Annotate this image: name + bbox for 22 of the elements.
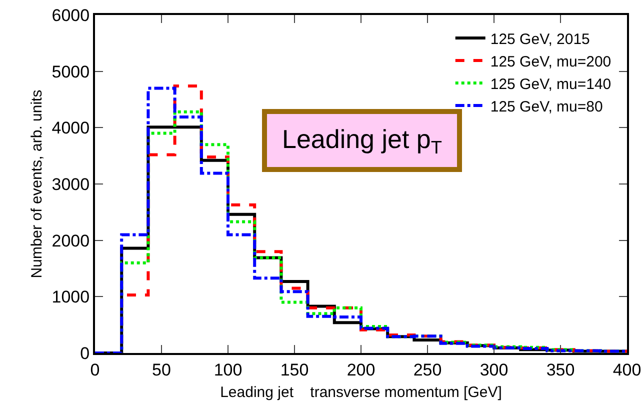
x-tick-label: 100: [214, 360, 242, 380]
x-tick-label: 50: [152, 360, 171, 380]
legend-label: 125 GeV, mu=200: [490, 53, 612, 70]
y-tick-label: 0: [80, 344, 90, 363]
y-tick-label: 2000: [52, 231, 90, 250]
y-axis-title: Number of events, arb. units: [28, 90, 46, 278]
x-tick-label: 350: [546, 360, 575, 380]
annotation: Leading jet p$_{T}$: [282, 124, 442, 158]
legend-label: 125 GeV, 2015: [490, 30, 590, 48]
y-tick-label: 5000: [52, 62, 90, 82]
y-tick-label: 6000: [52, 6, 90, 25]
x-tick-label: 300: [480, 360, 508, 380]
x-tick-label: 200: [346, 360, 376, 380]
x-axis-title: Leading jet transverse momentum [GeV]: [220, 384, 502, 401]
x-tick-label: 150: [280, 360, 309, 380]
x-tick-label: 400: [612, 360, 642, 380]
y-tick-label: 3000: [52, 174, 90, 194]
y-tick-label: 1000: [52, 288, 90, 307]
legend-label: 125 GeV, mu=80: [490, 98, 603, 116]
x-tick-label: 250: [413, 360, 442, 380]
legend-label: 125 GeV, mu=140: [490, 76, 612, 93]
y-tick-label: 4000: [52, 118, 90, 138]
